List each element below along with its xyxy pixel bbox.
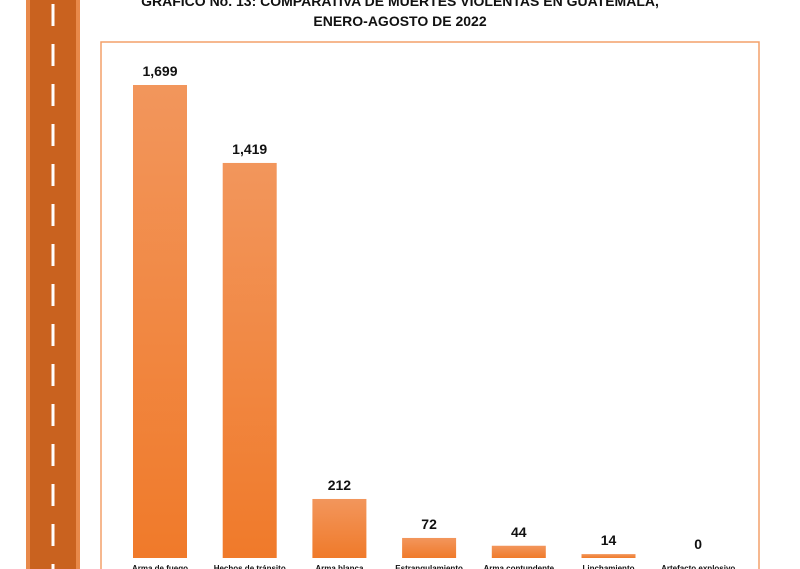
bar (133, 85, 187, 558)
value-label: 44 (511, 524, 527, 540)
value-label: 72 (421, 516, 437, 532)
chart-frame (100, 41, 760, 569)
x-tick-label: Estrangulamiento (395, 564, 463, 569)
chart-title: GRÁFICO No. 13: COMPARATIVA DE MUERTES V… (141, 0, 659, 29)
road-edge (76, 0, 80, 569)
x-tick-label: Arma de fuego (132, 564, 188, 569)
bar (402, 537, 457, 558)
value-label: 1,419 (232, 141, 267, 157)
bar (312, 498, 367, 558)
bar (581, 554, 636, 558)
x-tick-label: Arma contundente (483, 564, 554, 569)
value-label: 1,699 (142, 63, 177, 79)
value-label: 14 (601, 532, 617, 548)
x-tick-label: Arma blanca (315, 564, 364, 569)
x-tick-label: Artefacto explosivo (661, 564, 735, 569)
value-label: 212 (328, 477, 352, 493)
x-tick-label: Linchamiento (582, 564, 634, 569)
road-edge (26, 0, 30, 569)
x-tick-label: Hechos de tránsito (214, 564, 286, 569)
bar (491, 545, 546, 558)
bar (222, 162, 277, 559)
value-label: 0 (694, 536, 702, 552)
